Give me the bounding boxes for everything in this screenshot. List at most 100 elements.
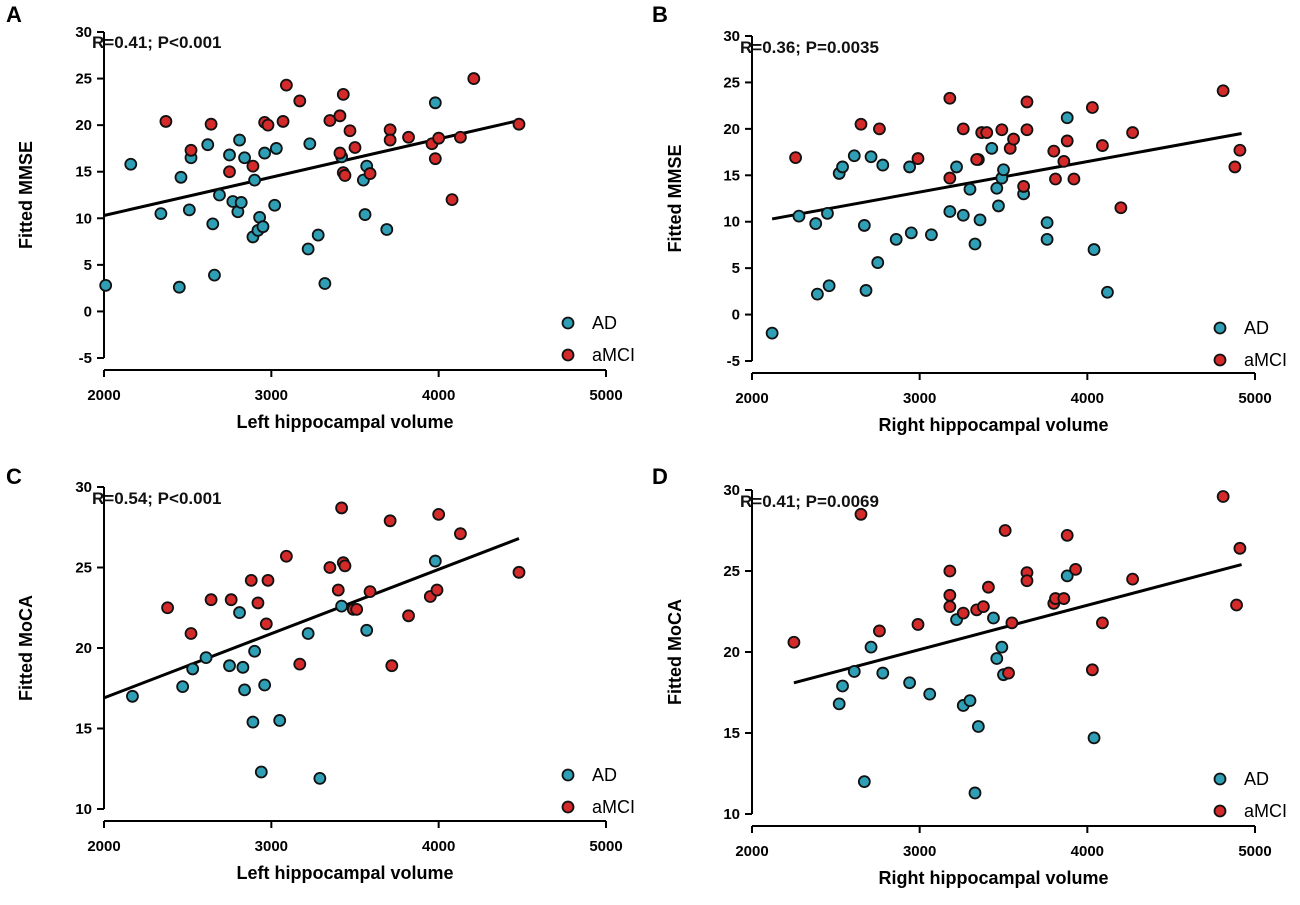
point-amci: [335, 501, 349, 515]
legend-label-amci: aMCI: [1244, 801, 1287, 821]
regression-line: [103, 119, 520, 217]
point-ad: [99, 278, 113, 292]
point-amci: [363, 167, 377, 180]
point-amci: [261, 573, 275, 587]
y-axis-title: Fitted MMSE: [16, 141, 36, 249]
point-amci: [1069, 562, 1082, 576]
panel-letter: B: [652, 2, 668, 27]
point-amci: [323, 114, 337, 127]
point-ad: [248, 173, 262, 187]
point-amci: [350, 602, 364, 616]
point-ad: [273, 714, 287, 727]
point-ad: [765, 326, 779, 340]
y-tick-label: 15: [75, 164, 92, 181]
point-ad: [836, 160, 849, 174]
stat-annotation: R=0.54; P<0.001: [92, 489, 221, 508]
point-ad: [223, 148, 236, 162]
point-amci: [331, 583, 345, 597]
y-tick-label: 30: [723, 482, 740, 499]
point-amci: [1096, 139, 1109, 152]
x-tick-label: 2000: [735, 843, 768, 860]
point-ad: [968, 237, 982, 251]
point-amci: [1017, 180, 1031, 193]
point-ad: [864, 640, 878, 654]
point-amci: [223, 165, 236, 179]
point-ad: [1101, 285, 1114, 299]
legend-marker-ad: [1213, 772, 1227, 786]
point-ad: [269, 142, 283, 155]
point-amci: [873, 624, 886, 638]
point-amci: [512, 565, 526, 579]
point-amci: [873, 122, 886, 136]
point-ad: [943, 205, 957, 218]
y-tick-label: 10: [723, 214, 740, 231]
legend-marker-amci: [561, 800, 575, 814]
point-amci: [1230, 598, 1243, 612]
point-amci: [1020, 574, 1034, 588]
y-tick-label: 25: [75, 560, 92, 577]
point-amci: [1049, 172, 1062, 186]
point-ad: [174, 170, 188, 184]
point-ad: [925, 228, 938, 242]
legend-label-ad: AD: [592, 313, 617, 333]
point-ad: [903, 676, 917, 690]
point-amci: [943, 564, 957, 578]
x-tick-label: 2000: [735, 390, 768, 407]
point-amci: [276, 115, 290, 128]
point-amci: [995, 123, 1009, 137]
y-tick-label: 10: [75, 210, 92, 227]
legend-marker-amci: [561, 348, 575, 362]
point-ad: [428, 96, 442, 110]
point-ad: [1040, 216, 1054, 230]
panel-c: C 10 15 20 25 30 2000 3000 4000 5000 Left hippocam…: [6, 464, 635, 883]
point-amci: [445, 193, 459, 207]
point-amci: [956, 122, 970, 136]
panel-letter: A: [6, 2, 22, 27]
point-amci: [246, 159, 260, 173]
point-amci: [159, 115, 173, 128]
x-tick-label: 3000: [255, 838, 288, 855]
point-amci: [279, 78, 293, 92]
point-amci: [1057, 154, 1071, 168]
point-ad: [995, 640, 1009, 654]
y-tick-label: 0: [84, 303, 92, 320]
point-ad: [208, 268, 221, 282]
point-amci: [244, 573, 258, 587]
x-tick-label: 2000: [87, 838, 120, 855]
x-tick-label: 5000: [1238, 843, 1271, 860]
y-axis-title: Fitted MMSE: [665, 145, 685, 253]
point-ad: [233, 606, 246, 619]
point-amci: [854, 117, 868, 131]
point-ad: [859, 284, 873, 297]
point-amci: [402, 609, 415, 623]
point-amci: [1233, 143, 1247, 157]
point-ad: [206, 217, 220, 231]
point-amci: [467, 72, 481, 85]
point-ad: [176, 680, 190, 694]
point-amci: [787, 635, 801, 649]
point-amci: [323, 561, 337, 574]
point-ad: [968, 786, 982, 800]
point-ad: [248, 644, 262, 658]
point-ad: [857, 775, 871, 788]
y-tick-label: 0: [732, 307, 740, 324]
point-amci: [432, 507, 446, 521]
point-amci: [261, 118, 275, 132]
point-ad: [254, 765, 268, 779]
stat-annotation: R=0.41; P=0.0069: [740, 492, 879, 511]
point-ad: [360, 623, 374, 637]
point-amci: [385, 659, 399, 673]
point-amci: [343, 124, 357, 138]
point-amci: [1067, 172, 1081, 186]
point-ad: [971, 720, 985, 733]
x-tick-label: 3000: [903, 390, 936, 407]
point-amci: [956, 606, 970, 620]
point-amci: [454, 130, 467, 144]
point-ad: [201, 138, 215, 152]
y-tick-label: 10: [723, 806, 740, 823]
point-ad: [821, 206, 834, 220]
point-amci: [1060, 134, 1074, 148]
point-amci: [943, 588, 957, 602]
point-amci: [1114, 201, 1128, 215]
point-ad: [956, 208, 970, 222]
